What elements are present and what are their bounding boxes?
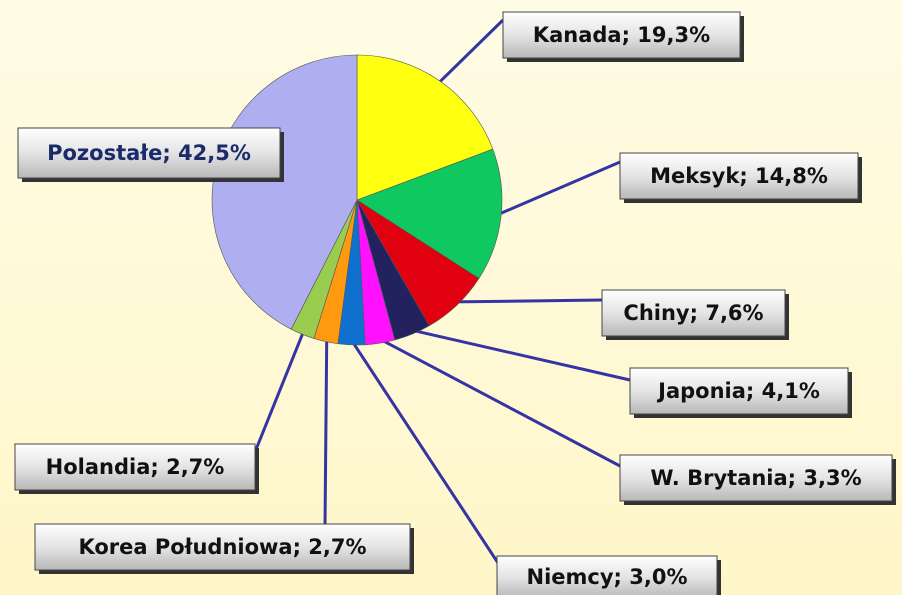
leader-line xyxy=(496,160,621,217)
leader-line xyxy=(253,329,306,453)
slice-label: Kanada; 19,3% xyxy=(533,23,710,47)
slice-label: W. Brytania; 3,3% xyxy=(650,466,861,490)
label-box xyxy=(502,11,741,59)
label-box xyxy=(496,555,718,595)
pie-slice xyxy=(356,54,494,201)
slice-label: Pozostałe; 42,5% xyxy=(47,141,251,165)
leader-line xyxy=(453,298,603,304)
label-box xyxy=(34,523,411,571)
leader-line xyxy=(323,337,329,527)
pie-slice xyxy=(356,148,503,279)
leader-line xyxy=(410,328,631,382)
slice-label: Japonia; 4,1% xyxy=(656,379,820,403)
leader-line xyxy=(436,18,505,86)
label-box xyxy=(619,454,893,502)
slice-label: Korea Południowa; 2,7% xyxy=(78,535,366,559)
slice-label: Chiny; 7,6% xyxy=(623,301,763,325)
slice-label: Holandia; 2,7% xyxy=(46,455,225,479)
label-box xyxy=(619,152,859,200)
label-box xyxy=(14,443,256,491)
label-box xyxy=(17,127,281,179)
slice-label: Meksyk; 14,8% xyxy=(650,164,828,188)
label-box xyxy=(629,367,849,415)
label-box xyxy=(601,289,786,337)
leader-line xyxy=(350,339,502,567)
leader-line xyxy=(378,337,621,468)
slice-label: Niemcy; 3,0% xyxy=(527,565,688,589)
